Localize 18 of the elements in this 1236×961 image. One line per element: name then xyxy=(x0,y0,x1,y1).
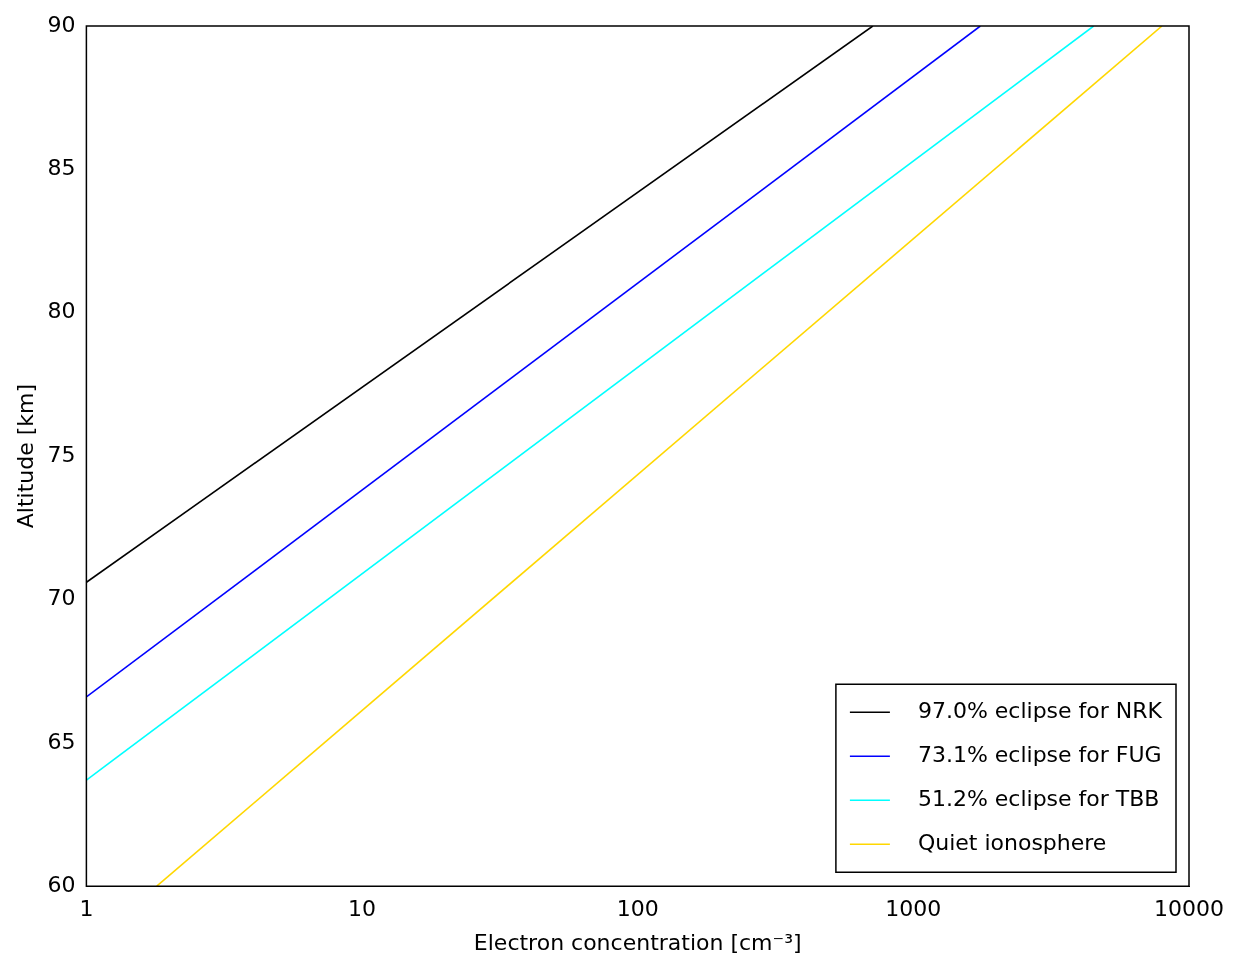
x-tick-label: 1 xyxy=(79,896,94,922)
y-tick-label: 70 xyxy=(47,585,76,611)
y-tick-label: 90 xyxy=(47,11,76,37)
legend-label: 97.0% eclipse for NRK xyxy=(917,697,1163,723)
y-tick-label: 65 xyxy=(47,728,76,754)
x-tick-label: 100 xyxy=(616,896,659,922)
y-tick-label: 75 xyxy=(47,441,76,467)
y-tick-label: 80 xyxy=(47,298,76,324)
y-axis-title: Altitude [km] xyxy=(12,383,38,529)
legend-label: 51.2% eclipse for TBB xyxy=(917,785,1160,811)
x-tick-label: 10000 xyxy=(1154,896,1224,922)
legend-label: Quiet ionosphere xyxy=(917,829,1107,855)
x-tick-label: 1000 xyxy=(885,896,942,922)
y-tick-label: 60 xyxy=(47,871,76,897)
x-axis-title: Electron concentration [cm⁻³] xyxy=(473,929,802,955)
y-tick-label: 85 xyxy=(47,155,76,181)
x-tick-label: 10 xyxy=(348,896,377,922)
legend-label: 73.1% eclipse for FUG xyxy=(917,741,1162,767)
